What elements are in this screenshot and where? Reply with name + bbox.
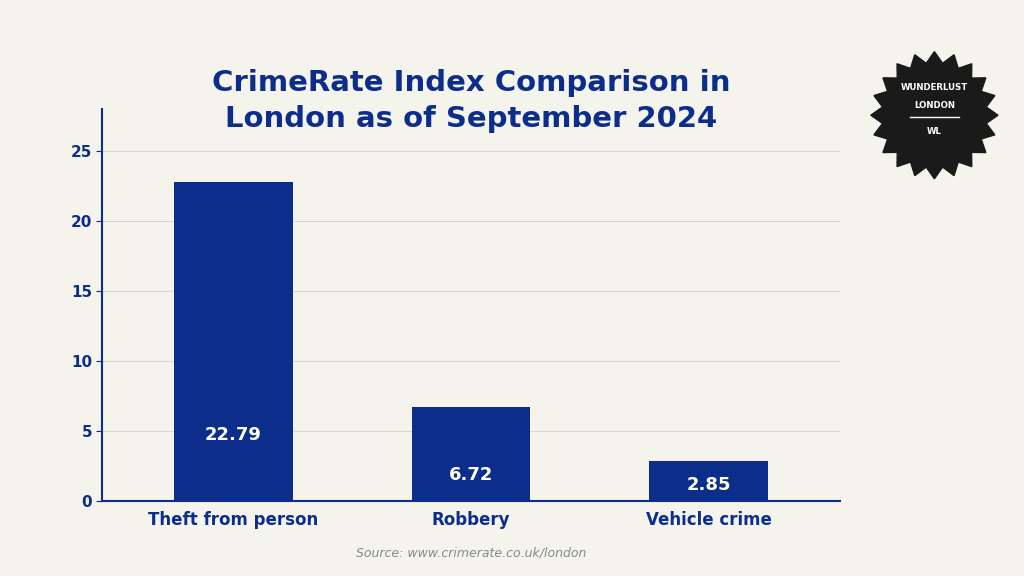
Bar (412, 407, 530, 501)
Text: 22.79: 22.79 (205, 426, 262, 444)
Text: 6.72: 6.72 (449, 466, 494, 484)
Text: LONDON: LONDON (913, 101, 955, 110)
Bar (174, 183, 293, 501)
Text: CrimeRate Index Comparison in
London as of September 2024: CrimeRate Index Comparison in London as … (212, 69, 730, 133)
Text: WUNDERLUST: WUNDERLUST (901, 83, 968, 92)
Polygon shape (870, 52, 998, 179)
Text: 2.85: 2.85 (687, 476, 731, 494)
Text: Source: www.crimerate.co.uk/london: Source: www.crimerate.co.uk/london (356, 547, 586, 559)
Text: WL: WL (927, 127, 942, 137)
Bar (649, 461, 768, 501)
